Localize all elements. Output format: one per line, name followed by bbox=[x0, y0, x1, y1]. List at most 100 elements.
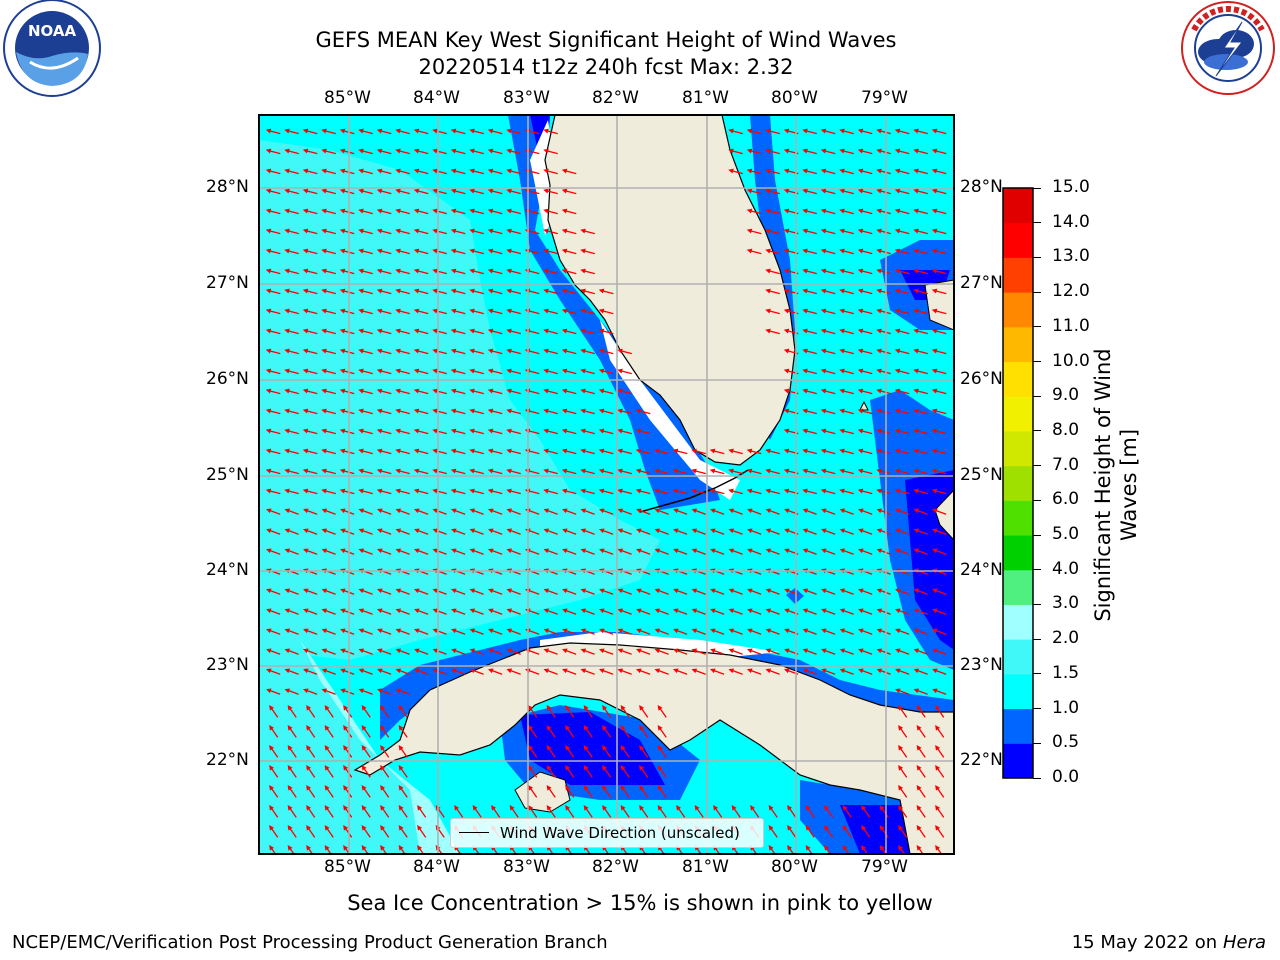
wind-arrow-head bbox=[728, 448, 734, 454]
wind-arrow-head bbox=[432, 268, 438, 274]
wind-arrow-head bbox=[432, 248, 438, 254]
wind-arrow-head bbox=[339, 168, 346, 174]
wind-arrow-head bbox=[802, 668, 809, 674]
wind-arrow-head bbox=[265, 148, 272, 154]
wind-arrow-head bbox=[269, 705, 275, 711]
wind-arrow-head bbox=[265, 308, 272, 314]
wind-arrow-head bbox=[284, 188, 290, 194]
wind-arrow-head bbox=[839, 188, 845, 194]
wind-arrow-head bbox=[321, 388, 327, 394]
wind-arrow-head bbox=[358, 268, 364, 274]
wind-arrow-head bbox=[528, 805, 534, 811]
wind-arrow-head bbox=[358, 448, 364, 454]
wind-arrow-head bbox=[839, 288, 845, 294]
map-frame bbox=[258, 114, 955, 855]
footer-right: 15 May 2022 on Hera bbox=[1072, 932, 1266, 953]
wind-arrow-head bbox=[450, 188, 457, 194]
wind-arrow-head bbox=[266, 648, 272, 654]
wind-arrow-head bbox=[321, 228, 327, 234]
wind-arrow-head bbox=[284, 588, 291, 594]
wind-arrow-head bbox=[506, 188, 512, 194]
wind-arrow-head bbox=[894, 268, 901, 274]
wind-arrow-head bbox=[787, 805, 793, 811]
wind-arrow-head bbox=[339, 188, 346, 194]
wind-arrow-head bbox=[617, 508, 624, 514]
wind-arrow-head bbox=[376, 248, 383, 254]
wind-arrow-head bbox=[380, 805, 386, 811]
wind-arrow-head bbox=[894, 308, 901, 314]
wind-arrow-head bbox=[931, 248, 938, 254]
wind-arrow-head bbox=[654, 648, 661, 654]
wind-arrow-head bbox=[488, 588, 494, 594]
land-grand-bahama bbox=[924, 279, 954, 331]
wind-arrow-head bbox=[765, 448, 771, 454]
wind-arrow-head bbox=[636, 588, 642, 594]
wind-arrow-head bbox=[395, 688, 402, 694]
wind-arrow-head bbox=[321, 168, 327, 174]
wind-arrow-head bbox=[913, 508, 920, 514]
wind-arrow-head bbox=[765, 548, 772, 554]
wind-arrow-head bbox=[639, 745, 645, 751]
wind-arrow-head bbox=[784, 528, 790, 534]
wind-arrow-head bbox=[265, 268, 272, 274]
wind-arrow-head bbox=[747, 508, 753, 514]
lon-label-bottom: 80°W bbox=[771, 857, 818, 877]
wind-arrow-head bbox=[450, 208, 457, 214]
wind-arrow-head bbox=[376, 128, 383, 134]
wind-arrow-head bbox=[765, 528, 772, 534]
wind-arrow-head bbox=[876, 468, 882, 474]
footer-host: Hera bbox=[1222, 932, 1266, 953]
wind-arrow-head bbox=[321, 528, 328, 534]
wind-arrow-head bbox=[746, 128, 753, 134]
wind-arrow-head bbox=[284, 168, 290, 174]
wind-arrow-head bbox=[820, 248, 827, 254]
wind-arrow-head bbox=[598, 428, 605, 434]
lon-label-bottom: 85°W bbox=[324, 857, 371, 877]
wind-arrow-head bbox=[746, 148, 753, 154]
wind-arrow-head bbox=[339, 368, 346, 374]
wind-arrow-head bbox=[802, 208, 808, 214]
wind-arrow-head bbox=[432, 648, 439, 654]
wind-arrow-head bbox=[824, 845, 830, 851]
wind-arrow-head bbox=[266, 508, 272, 514]
wind-arrow-head bbox=[543, 248, 549, 254]
wind-arrow-head bbox=[380, 725, 386, 731]
lat-label-left: 28°N bbox=[206, 177, 249, 197]
wind-arrow-head bbox=[673, 508, 679, 514]
colorbar-tick-label: 1.5 bbox=[1052, 662, 1080, 683]
graticule bbox=[259, 115, 954, 854]
wind-arrow-head bbox=[302, 488, 309, 494]
wind-arrow-head bbox=[580, 408, 586, 414]
wind-arrow-head bbox=[913, 528, 920, 534]
wind-arrow-head bbox=[543, 268, 549, 274]
wind-arrow-head bbox=[784, 668, 790, 674]
wind-arrow-head bbox=[857, 428, 864, 434]
wind-arrow-head bbox=[876, 428, 882, 434]
wind-arrow-head bbox=[617, 648, 624, 654]
wind-arrow-head bbox=[343, 805, 349, 811]
wind-arrow-head bbox=[339, 448, 346, 454]
wind-arrow-head bbox=[377, 508, 383, 514]
wind-arrow-head bbox=[287, 825, 293, 831]
wind-arrow-head bbox=[380, 785, 386, 791]
wind-arrow-head bbox=[691, 648, 698, 654]
wind-arrow-head bbox=[340, 688, 346, 694]
wind-arrow-head bbox=[358, 128, 364, 134]
wind-arrow-head bbox=[432, 448, 438, 454]
wind-arrow-head bbox=[321, 308, 327, 314]
wind-arrow-head bbox=[821, 588, 827, 594]
wind-arrow-head bbox=[580, 288, 586, 294]
wind-arrow-head bbox=[321, 608, 328, 614]
wind-arrow-head bbox=[432, 208, 438, 214]
wind-arrow-head bbox=[898, 725, 904, 731]
wind-arrow-head bbox=[839, 668, 846, 674]
colorbar-tick-mark bbox=[1033, 187, 1041, 189]
wind-arrow-head bbox=[728, 128, 734, 134]
wind-arrow-head bbox=[469, 668, 476, 674]
wind-arrow-head bbox=[321, 688, 328, 694]
wind-arrow-head bbox=[728, 508, 735, 514]
wind-arrow-head bbox=[469, 228, 475, 234]
page-title: GEFS MEAN Key West Significant Height of… bbox=[315, 28, 897, 52]
wind-arrow-head bbox=[324, 805, 330, 811]
wind-arrow-head bbox=[302, 428, 309, 434]
